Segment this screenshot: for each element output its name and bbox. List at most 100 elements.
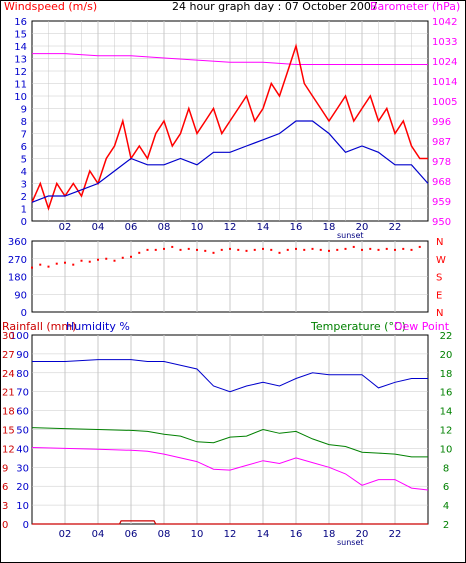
direction-point	[278, 251, 281, 254]
humidity-tick-label: 80	[16, 369, 29, 380]
rainfall-line	[32, 520, 428, 525]
direction-point	[410, 248, 413, 251]
wind-left-tick-label: 2	[21, 192, 27, 203]
direction-point	[245, 249, 248, 252]
temperature-right-tick-label: 4	[443, 501, 449, 512]
wind-x-tick-label: 12	[224, 222, 237, 233]
direction-point	[196, 248, 198, 251]
rainfall-tick-label: 0	[2, 520, 8, 531]
direction-grid	[32, 241, 428, 312]
direction-point	[229, 247, 231, 250]
direction-point	[154, 248, 157, 251]
wind-right-tick-label: 996	[432, 117, 451, 128]
direction-right-tick-label: S	[436, 273, 442, 284]
temperature-x-tick-label: 14	[257, 529, 270, 540]
direction-point	[328, 249, 330, 252]
wind-left-tick-label: 4	[21, 167, 27, 178]
direction-point	[262, 247, 264, 250]
wind-x-tick-label: 16	[290, 222, 303, 233]
wind-x-tick-label: 02	[59, 222, 72, 233]
temperature-tick-labels: 0102030405060708090100036912151821242730…	[2, 331, 452, 540]
wind-left-tick-label: 7	[21, 130, 27, 141]
direction-point	[286, 248, 289, 251]
temperature-right-tick-label: 14	[440, 407, 453, 418]
wind-right-tick-label: 1024	[432, 57, 457, 68]
direction-right-tick-label: E	[436, 290, 442, 301]
windspeed-average-line	[31, 120, 429, 203]
windspeed-axis-label: Windspeed (m/s)	[4, 0, 97, 13]
temperature-right-tick-label: 12	[440, 426, 453, 437]
temperature-x-tick-label: 22	[389, 529, 402, 540]
direction-point	[39, 263, 42, 266]
direction-point	[377, 248, 380, 251]
direction-left-tick-label: 0	[21, 308, 27, 319]
temperature-x-tick-label: 16	[290, 529, 303, 540]
wind-left-tick-label: 15	[14, 30, 27, 41]
direction-point	[361, 248, 363, 251]
temperature-axis-label: Temperature (°C)	[310, 320, 406, 333]
wind-left-tick-label: 6	[21, 142, 27, 153]
wind-right-tick-label: 950	[432, 217, 451, 228]
direction-point	[64, 261, 66, 264]
wind-left-tick-label: 9	[21, 105, 27, 116]
temperature-right-tick-label: 2	[443, 520, 449, 531]
direction-left-tick-label: 90	[14, 290, 27, 301]
direction-point	[187, 247, 190, 250]
direction-point	[171, 245, 174, 248]
humidity-tick-label: 60	[16, 407, 29, 418]
direction-point	[179, 248, 182, 251]
humidity-tick-label: 10	[16, 501, 29, 512]
temperature-right-tick-label: 16	[440, 388, 453, 399]
direction-point	[80, 259, 83, 262]
humidity-line	[32, 359, 428, 393]
direction-right-tick-label: N	[436, 237, 443, 248]
wind-right-tick-label: 968	[432, 177, 451, 188]
rainfall-tick-label: 24	[2, 369, 15, 380]
wind-right-tick-label: 959	[432, 197, 451, 208]
wind-left-tick-label: 0	[21, 217, 27, 228]
wind-right-tick-label: 1033	[432, 37, 457, 48]
direction-point	[55, 262, 58, 265]
direction-point	[88, 260, 91, 263]
direction-point	[113, 259, 116, 262]
wind-left-tick-label: 14	[14, 42, 27, 53]
barometer-axis-label: Barometer (hPa)	[370, 0, 460, 13]
humidity-tick-label: 20	[16, 482, 29, 493]
temp-sunset-label: sunset	[337, 538, 364, 547]
rainfall-tick-label: 18	[2, 407, 15, 418]
direction-point	[394, 248, 396, 251]
humidity-tick-label: 70	[16, 388, 29, 399]
wind-left-tick-label: 5	[21, 155, 27, 166]
temperature-x-tick-label: 12	[224, 529, 237, 540]
humidity-tick-label: 90	[16, 350, 29, 361]
direction-point	[72, 263, 75, 266]
humidity-tick-label: 50	[16, 426, 29, 437]
barometer-line	[32, 53, 428, 65]
wind-x-tick-label: 10	[191, 222, 204, 233]
direction-left-tick-label: 270	[8, 255, 27, 266]
direction-point	[212, 251, 215, 254]
temperature-right-tick-label: 8	[443, 463, 449, 474]
wind-right-tick-label: 987	[432, 137, 451, 148]
temperature-x-tick-label: 04	[92, 529, 105, 540]
rainfall-tick-label: 12	[2, 444, 15, 455]
direction-point	[204, 249, 207, 252]
direction-point	[130, 255, 132, 258]
humidity-tick-label: 30	[16, 463, 29, 474]
direction-point	[418, 245, 421, 248]
direction-point	[385, 247, 388, 250]
temperature-x-tick-label: 02	[59, 529, 72, 540]
direction-right-tick-label: W	[436, 255, 446, 266]
rainfall-tick-label: 27	[2, 350, 15, 361]
wind-grid	[32, 21, 428, 221]
wind-x-tick-label: 06	[125, 222, 138, 233]
wind-series	[31, 43, 429, 211]
temperature-series	[31, 359, 429, 525]
direction-right-tick-label: N	[436, 308, 443, 319]
wind-x-tick-label: 18	[323, 222, 336, 233]
dewpoint-axis-label: Dew Point	[394, 320, 450, 333]
rainfall-tick-label: 9	[2, 463, 8, 474]
direction-point	[270, 248, 273, 251]
temperature-right-tick-label: 6	[443, 482, 449, 493]
